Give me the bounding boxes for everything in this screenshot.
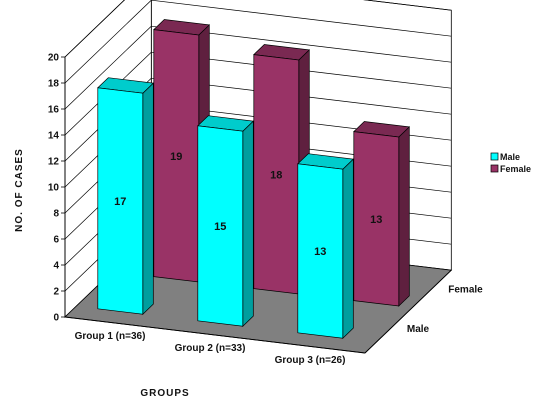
x-tick-label: Group 1 (n=36): [75, 331, 146, 342]
y-tick-label: 10: [48, 183, 60, 194]
y-axis-title: NO. OF CASES: [14, 148, 25, 232]
bar-front-face: [353, 131, 400, 307]
bar-side-face: [142, 82, 154, 316]
depth-tick-label: Female: [448, 284, 483, 295]
y-tick-label: 0: [53, 313, 59, 324]
bar-male-1: 17: [97, 77, 155, 316]
x-axis-line: [64, 316, 366, 354]
bar-side-face: [242, 120, 254, 328]
data-label: 15: [214, 221, 226, 233]
bar-female-3: 13: [353, 121, 411, 307]
bar-front-face: [97, 87, 144, 315]
y-tick-label: 6: [53, 235, 59, 246]
gridline: [64, 0, 452, 58]
x-axis-title: GROUPS: [140, 388, 189, 399]
gridline: [64, 77, 452, 162]
bar-side-face: [342, 158, 354, 340]
x-tick-label: Group 2 (n=33): [175, 343, 246, 354]
legend-swatch-male: [490, 152, 499, 161]
gridline: [64, 51, 452, 136]
y-tick-label: 12: [48, 157, 60, 168]
y-tick-label: 2: [53, 287, 59, 298]
legend-label-female: Female: [500, 164, 531, 174]
depth-axis-line: [364, 269, 452, 354]
bar-male-2: 15: [197, 115, 255, 328]
y-tick-label: 4: [53, 261, 59, 272]
data-label: 13: [314, 246, 326, 258]
y-tick-label: 16: [48, 105, 60, 116]
data-label: 17: [114, 196, 126, 208]
bar-front-face: [197, 125, 244, 327]
legend: Male Female: [490, 152, 531, 174]
y-tick-label: 8: [53, 209, 59, 220]
legend-swatch-female: [490, 164, 499, 173]
bar-front-face: [153, 29, 200, 283]
bar-male-3: 13: [297, 153, 355, 340]
y-tick-label: 14: [48, 131, 60, 142]
bars: 19 18 13 17 15 13: [97, 19, 411, 340]
y-tick-label: 18: [48, 79, 60, 90]
depth-tick-label: Male: [407, 324, 430, 335]
axes: 0 2 4 6 8 10 12 14 16 18 20 Group 1 (n=36) Group 2 (…: [48, 53, 483, 367]
gridline: [64, 25, 452, 110]
x-tick-label: Group 3 (n=26): [275, 355, 346, 366]
data-label: 13: [370, 214, 382, 226]
bar-side-face: [398, 126, 410, 307]
data-label: 18: [270, 169, 282, 181]
gridline: [64, 0, 452, 84]
bar-front-face: [253, 54, 300, 295]
legend-label-male: Male: [500, 152, 520, 162]
y-tick-label: 20: [48, 53, 60, 64]
bar-front-face: [297, 163, 344, 339]
data-label: 19: [170, 151, 182, 163]
